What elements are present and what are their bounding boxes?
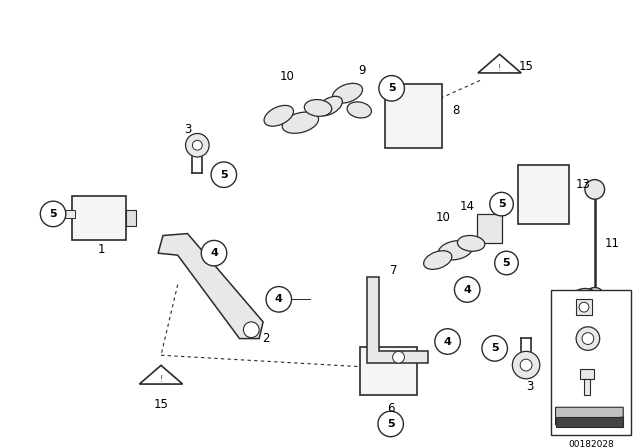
Text: 12: 12	[557, 302, 572, 312]
Text: 5: 5	[220, 170, 228, 180]
Polygon shape	[126, 210, 136, 226]
Ellipse shape	[332, 83, 362, 103]
Text: 4: 4	[210, 248, 218, 258]
Text: 4: 4	[463, 284, 471, 294]
Ellipse shape	[282, 112, 319, 134]
Polygon shape	[477, 214, 502, 243]
Circle shape	[193, 140, 202, 150]
Text: 1: 1	[97, 243, 105, 256]
Circle shape	[454, 277, 480, 302]
Text: 7: 7	[390, 264, 397, 277]
Text: 5: 5	[561, 334, 568, 344]
Text: 4: 4	[561, 371, 568, 381]
Text: 10: 10	[279, 70, 294, 83]
Circle shape	[186, 134, 209, 157]
Text: !: !	[159, 375, 163, 384]
Polygon shape	[367, 277, 428, 363]
Text: 15: 15	[518, 60, 534, 73]
Circle shape	[582, 333, 594, 345]
Text: 00182028: 00182028	[568, 440, 614, 448]
Text: 5: 5	[49, 209, 57, 219]
Circle shape	[211, 162, 237, 187]
Circle shape	[585, 288, 605, 307]
Ellipse shape	[317, 96, 342, 116]
Circle shape	[513, 351, 540, 379]
Circle shape	[379, 76, 404, 101]
Text: 4: 4	[275, 294, 283, 304]
Ellipse shape	[458, 236, 485, 251]
Text: 5: 5	[387, 419, 394, 429]
Circle shape	[435, 329, 460, 354]
Circle shape	[243, 322, 259, 338]
Circle shape	[495, 251, 518, 275]
Bar	[60, 210, 75, 218]
Circle shape	[490, 192, 513, 216]
Circle shape	[40, 201, 66, 227]
Text: 9: 9	[358, 64, 366, 77]
Polygon shape	[478, 54, 521, 73]
Text: 12: 12	[577, 301, 593, 311]
Polygon shape	[556, 417, 623, 427]
Circle shape	[266, 287, 292, 312]
Text: 5: 5	[502, 258, 510, 268]
Ellipse shape	[347, 102, 371, 118]
Ellipse shape	[305, 99, 332, 116]
Bar	[580, 369, 594, 379]
Text: 2: 2	[262, 332, 270, 345]
Polygon shape	[556, 407, 623, 425]
Bar	[360, 347, 417, 395]
Circle shape	[392, 351, 404, 363]
Text: 10: 10	[435, 211, 450, 224]
Text: 3: 3	[526, 380, 534, 393]
Text: 12: 12	[580, 329, 594, 339]
Bar	[518, 165, 569, 224]
Bar	[550, 289, 631, 435]
Bar	[584, 379, 590, 395]
Circle shape	[567, 289, 603, 324]
Text: 5: 5	[498, 199, 506, 209]
Text: 4: 4	[444, 336, 451, 346]
Circle shape	[482, 336, 508, 361]
Text: 6: 6	[387, 402, 394, 415]
Bar	[72, 196, 126, 240]
Circle shape	[576, 327, 600, 350]
Text: 15: 15	[154, 398, 168, 411]
Text: 13: 13	[575, 178, 591, 191]
Text: 8: 8	[452, 104, 460, 117]
Bar	[576, 299, 592, 315]
Text: 3: 3	[184, 123, 191, 136]
Circle shape	[520, 359, 532, 371]
Ellipse shape	[424, 251, 452, 269]
Circle shape	[201, 241, 227, 266]
Circle shape	[378, 411, 403, 437]
Text: 5: 5	[491, 343, 499, 353]
Polygon shape	[140, 366, 182, 384]
Text: 14: 14	[460, 200, 475, 213]
Text: !: !	[498, 64, 501, 73]
Circle shape	[585, 180, 605, 199]
Text: 11: 11	[605, 237, 620, 250]
Bar	[385, 84, 442, 148]
Ellipse shape	[264, 105, 294, 126]
Text: 5: 5	[388, 83, 396, 93]
Ellipse shape	[438, 241, 472, 260]
Polygon shape	[158, 233, 263, 339]
Circle shape	[579, 302, 589, 312]
